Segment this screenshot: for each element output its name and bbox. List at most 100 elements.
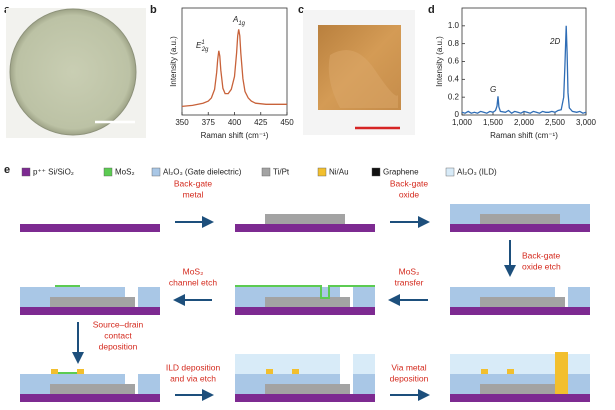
step-label: Back-gate (390, 178, 429, 188)
device-layer (55, 285, 80, 287)
device-layer (328, 285, 330, 299)
x-tick-label: 1,000 (452, 118, 473, 127)
device-layer (20, 224, 160, 232)
peak-label: A1g (232, 15, 246, 26)
panel-label: d (428, 4, 435, 16)
legend-label: Al₂O₃ (ILD) (457, 168, 497, 177)
device-layer (450, 354, 555, 374)
device-layer (450, 394, 590, 402)
legend-swatch (103, 167, 113, 177)
y-tick-label: 0.2 (448, 92, 460, 101)
step-label: MoS₂ (399, 266, 420, 276)
device-layer (50, 384, 135, 394)
x-tick-label: 2,000 (514, 118, 535, 127)
step-label: channel etch (169, 277, 217, 287)
peak-label: G (490, 85, 496, 94)
peak-label-sub: 1g (238, 21, 245, 27)
y-axis-label: Intensity (a.u.) (435, 36, 444, 87)
device-layer (568, 354, 590, 374)
step-label: oxide etch (522, 261, 561, 271)
device-layer (555, 352, 568, 394)
device-layer (507, 369, 514, 374)
device-layer (480, 384, 565, 394)
device-layer (450, 307, 590, 315)
panel-label: c (298, 4, 304, 16)
legend-label: Ni/Au (329, 168, 349, 177)
peak-label-text: 2D (549, 37, 560, 46)
device-layer (235, 307, 375, 315)
legend-label: Al₂O₃ (Gate dielectric) (163, 168, 242, 177)
step-label: and via etch (170, 373, 216, 383)
device-layer (353, 287, 375, 307)
device-layer (20, 307, 160, 315)
x-tick-label: 350 (175, 118, 189, 127)
x-tick-label: 2,500 (545, 118, 566, 127)
peak-label: E1 2g (196, 40, 209, 53)
step-label: Source–drain (93, 319, 144, 329)
device-layer (568, 374, 590, 394)
legend-swatch (317, 167, 327, 177)
y-tick-label: 0.6 (448, 57, 460, 66)
legend-swatch (445, 167, 455, 177)
legend-swatch (261, 167, 271, 177)
device-layer (353, 354, 375, 374)
y-tick-label: 1.0 (448, 21, 460, 30)
device-layer (450, 224, 590, 232)
legend-label: Graphene (383, 168, 419, 177)
y-tick-label: 0 (455, 110, 460, 119)
device-layer (50, 297, 135, 307)
micrograph-texture (328, 50, 398, 108)
device-layer (235, 354, 340, 374)
legend-swatch (371, 167, 381, 177)
x-tick-label: 375 (202, 118, 216, 127)
wafer (9, 8, 137, 136)
x-axis-label: Raman shift (cm⁻¹) (201, 131, 269, 140)
legend-label: p⁺⁺ Si/SiO₂ (33, 168, 74, 177)
device-layer (138, 374, 160, 394)
panel-label: b (150, 4, 157, 16)
step-label: deposition (390, 373, 429, 383)
x-tick-label: 425 (254, 118, 268, 127)
device-layer (330, 285, 375, 287)
x-axis-label: Raman shift (cm⁻¹) (490, 131, 558, 140)
peak-label-text: G (490, 85, 496, 94)
step-label: transfer (395, 277, 424, 287)
step-label: contact (104, 330, 132, 340)
peak-label-text: A (232, 15, 238, 24)
device-layer (20, 394, 160, 402)
y-tick-label: 0.8 (448, 39, 460, 48)
device-layer (55, 372, 80, 374)
device-layer (353, 374, 375, 394)
x-tick-label: 1,500 (483, 118, 504, 127)
step-label: Via metal (391, 362, 426, 372)
device-layer (77, 369, 84, 374)
legend-label: Ti/Pt (273, 168, 290, 177)
peak-label-sub: 2g (201, 47, 209, 53)
device-layer (138, 287, 160, 307)
peak-label: 2D (549, 37, 560, 46)
legend-swatch (21, 167, 31, 177)
device-layer (235, 285, 320, 287)
y-tick-label: 0.4 (448, 74, 460, 83)
step-label: metal (183, 189, 204, 199)
y-axis-label: Intensity (a.u.) (169, 36, 178, 87)
spectrum-line (181, 29, 287, 108)
x-tick-label: 400 (228, 118, 242, 127)
spectrum-line (461, 25, 587, 114)
step-label: Back-gate (174, 178, 213, 188)
device-layer (235, 224, 375, 232)
step-label: deposition (99, 341, 138, 351)
x-tick-label: 450 (280, 118, 294, 127)
device-layer (235, 394, 375, 402)
device-layer (266, 369, 273, 374)
step-label: oxide (399, 189, 420, 199)
peak-label-text: E (196, 41, 202, 50)
device-layer (320, 297, 330, 299)
device-layer (265, 214, 345, 224)
x-tick-label: 3,000 (576, 118, 597, 127)
panel-label: e (4, 164, 10, 176)
device-layer (568, 287, 590, 307)
device-layer (480, 297, 565, 307)
device-layer (320, 285, 322, 299)
device-layer (51, 369, 58, 374)
